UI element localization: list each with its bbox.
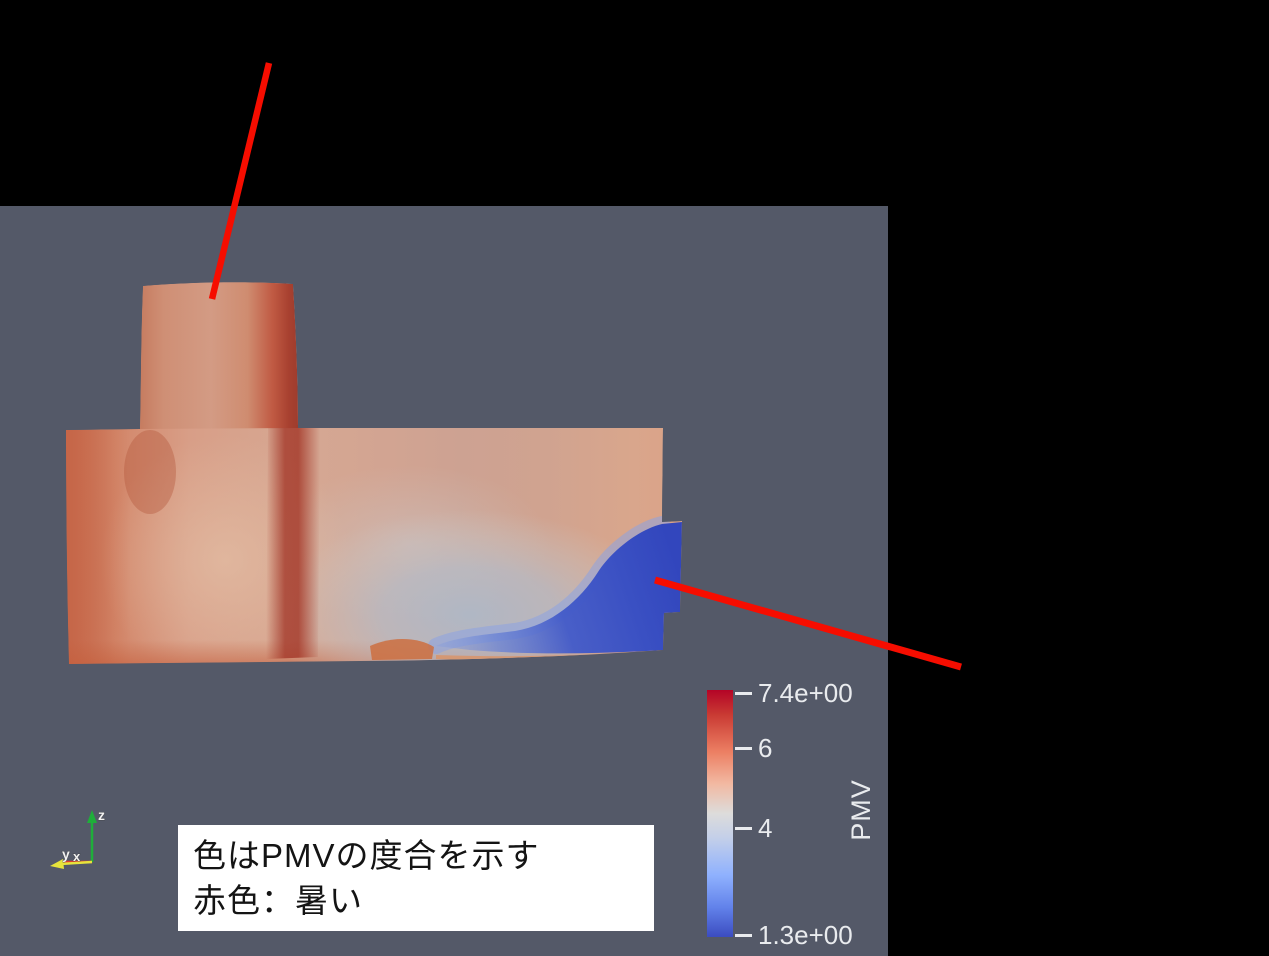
pmv-warm-floor-patch: [370, 638, 434, 660]
pmv-hot-plume-stripe: [266, 428, 320, 659]
annotation-lines: [208, 62, 962, 671]
pmv-left-wall-shading: [66, 430, 130, 664]
axis-z-label: z: [98, 807, 105, 823]
pmv-cool-zone: [270, 510, 670, 664]
pmv-junction-shadow-left: [124, 430, 176, 514]
colorbar-title: PMV: [846, 779, 876, 841]
colorbar-tick-label: 1.3e+00: [758, 920, 853, 950]
tick-dash-icon: [735, 826, 752, 830]
axis-z-arrowhead-icon: [87, 810, 97, 823]
colorbar-tick-label: 6: [758, 733, 773, 763]
tick-dash-icon: [735, 933, 752, 937]
axis-y-label: y: [62, 846, 70, 862]
colorbar-tick-6: 6: [735, 733, 772, 763]
orientation-axes-widget: z y x: [50, 807, 105, 869]
axis-y-arrowhead-icon: [50, 859, 64, 869]
annotation-note[interactable]: 色はPMVの度合を示す 赤色：暑い: [178, 825, 654, 931]
colorbar-tick-label: 7.4e+00: [758, 678, 853, 708]
callout-line-outlet: [654, 576, 962, 671]
annotation-note-line1: 色はPMVの度合を示す: [193, 837, 540, 874]
pmv-surface[interactable]: [66, 282, 682, 720]
pmv-colorbar[interactable]: [707, 690, 733, 937]
colorbar-tick-4: 4: [735, 813, 772, 843]
pmv-inlet-duct: [140, 282, 298, 429]
axis-x-label: x: [73, 849, 81, 864]
colorbar-tick-label: 4: [758, 813, 773, 843]
colorbar-tick-max: 7.4e+00: [735, 678, 853, 708]
tick-dash-icon: [735, 691, 752, 695]
tick-dash-icon: [735, 746, 752, 750]
callout-line-inlet: [208, 62, 273, 300]
colorbar-tick-min: 1.3e+00: [735, 920, 853, 950]
axis-y-arrow: [59, 860, 93, 866]
pmv-cold-jet: [436, 522, 682, 654]
annotation-note-line2: 赤色：暑い: [193, 882, 363, 919]
